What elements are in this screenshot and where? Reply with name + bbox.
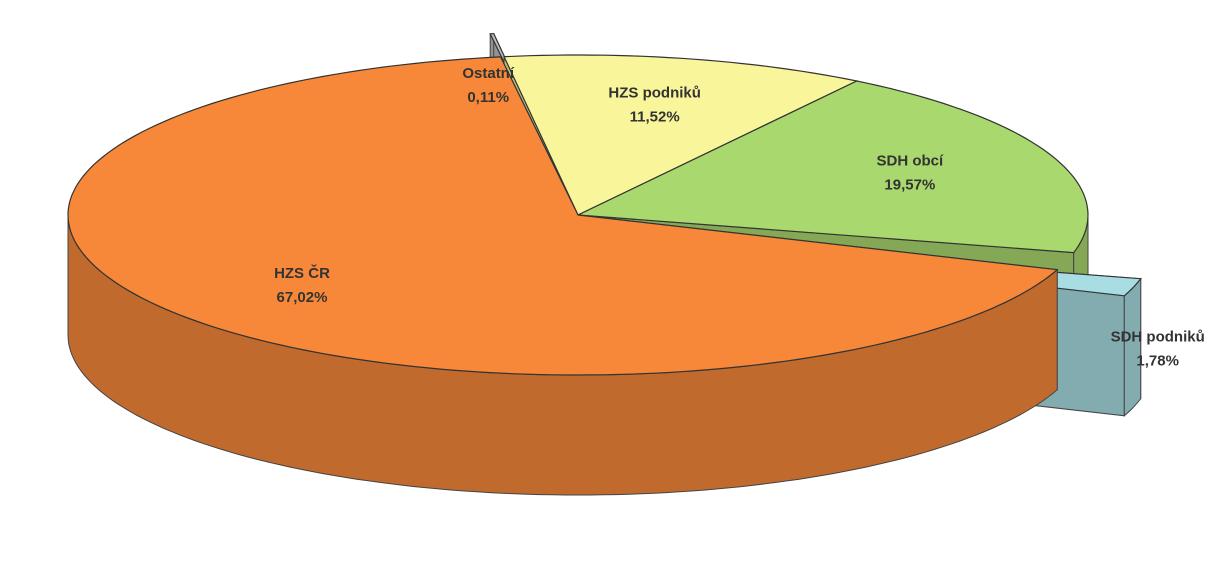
slice-label: HZS podniků — [608, 85, 701, 102]
slice-label: Ostatní — [462, 65, 515, 82]
slice-value-label: 11,52% — [630, 109, 680, 126]
slice — [503, 54, 859, 216]
slice-label: SDH obcí — [877, 153, 945, 170]
slice-value-label: 19,57% — [884, 177, 935, 194]
slice-label: HZS ČR — [274, 264, 330, 282]
slice-value-label: 0,11% — [467, 89, 509, 106]
slice-label: SDH podniků — [1111, 329, 1205, 346]
slice-side — [1123, 277, 1142, 417]
slice-value-label: 67,02% — [277, 289, 328, 306]
slice — [67, 56, 1059, 376]
slice-value-label: 1,78% — [1136, 353, 1179, 370]
slice — [575, 80, 1089, 254]
